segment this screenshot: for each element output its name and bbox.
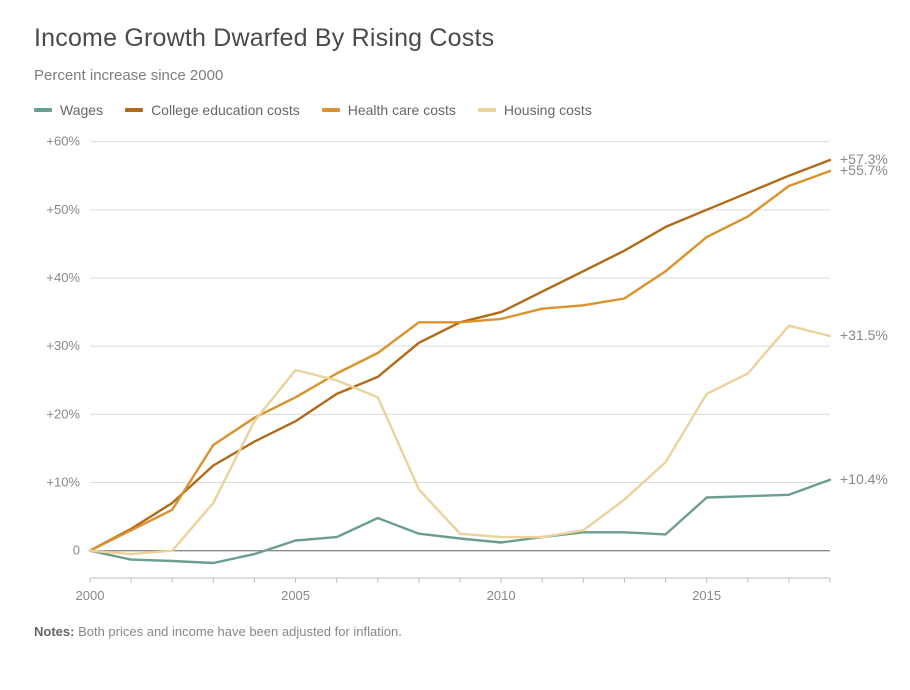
legend-item-college: College education costs [125, 102, 300, 118]
chart-title: Income Growth Dwarfed By Rising Costs [34, 24, 898, 53]
series-line-college [90, 160, 830, 551]
legend: Wages College education costs Health care … [34, 102, 898, 118]
y-tick-label: +30% [46, 338, 80, 353]
x-tick-label: 2015 [692, 588, 721, 603]
y-tick-label: +50% [46, 202, 80, 217]
x-tick-label: 2000 [76, 588, 105, 603]
x-tick-label: 2010 [487, 588, 516, 603]
x-tick-label: 2005 [281, 588, 310, 603]
y-tick-label: +20% [46, 406, 80, 421]
legend-label: Health care costs [348, 102, 456, 118]
legend-item-housing: Housing costs [478, 102, 592, 118]
line-chart: 0 +10% +20% +30% +40% +50% +60% 2000 2005 2010 201… [34, 128, 898, 618]
legend-swatch [322, 108, 340, 112]
legend-item-health: Health care costs [322, 102, 456, 118]
chart-notes: Notes: Both prices and income have been … [34, 624, 898, 639]
chart-area: 0 +10% +20% +30% +40% +50% +60% 2000 2005 2010 201… [34, 128, 898, 618]
end-label-housing: +31.5% [840, 327, 888, 343]
series-line-housing [90, 326, 830, 554]
legend-swatch [125, 108, 143, 112]
series-line-health [90, 171, 830, 551]
legend-swatch [478, 108, 496, 112]
y-tick-label: +60% [46, 134, 80, 149]
legend-item-wages: Wages [34, 102, 103, 118]
legend-swatch [34, 108, 52, 112]
notes-text: Both prices and income have been adjuste… [74, 624, 401, 639]
legend-label: Wages [60, 102, 103, 118]
y-tick-label: 0 [73, 543, 80, 558]
legend-label: College education costs [151, 102, 300, 118]
legend-label: Housing costs [504, 102, 592, 118]
end-label-wages: +10.4% [840, 471, 888, 487]
end-label-health: +55.7% [840, 162, 888, 178]
y-tick-label: +10% [46, 475, 80, 490]
chart-subtitle: Percent increase since 2000 [34, 67, 898, 84]
y-tick-label: +40% [46, 270, 80, 285]
notes-label: Notes: [34, 624, 74, 639]
